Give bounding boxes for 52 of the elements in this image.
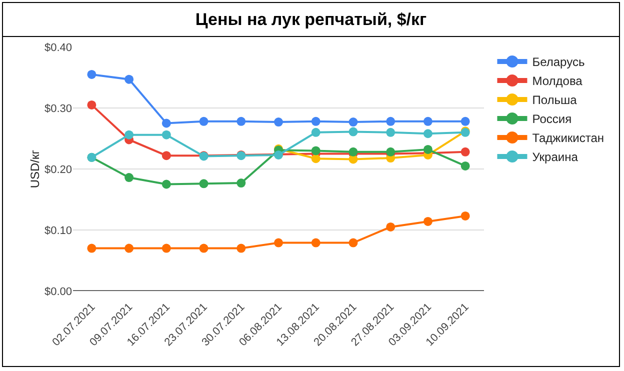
point xyxy=(236,116,246,126)
legend-label: Россия xyxy=(532,112,572,126)
point xyxy=(87,244,96,253)
point xyxy=(348,118,358,127)
point xyxy=(423,144,432,154)
legend-label: Беларусь xyxy=(532,55,585,70)
point xyxy=(311,154,320,164)
point xyxy=(124,244,134,253)
y-tick-label: $0.10 xyxy=(44,224,72,237)
y-axis-title: USD/кг xyxy=(28,149,42,188)
point xyxy=(236,244,246,253)
point xyxy=(274,118,283,127)
point xyxy=(87,100,96,110)
point xyxy=(124,130,134,140)
point xyxy=(87,70,96,79)
y-tick-label: $0.20 xyxy=(44,164,72,176)
legend-label: Украина xyxy=(532,150,578,164)
point xyxy=(423,116,432,126)
point xyxy=(423,129,432,138)
point xyxy=(311,146,320,156)
point xyxy=(124,74,134,84)
chart-title: Цены на лук репчатый, $/кг xyxy=(194,9,428,31)
point xyxy=(348,127,358,136)
legend-label: Молдова xyxy=(532,74,583,88)
point xyxy=(311,128,320,137)
point xyxy=(460,211,470,220)
y-tick-label: $0.00 xyxy=(44,286,72,298)
y-tick-label: $0.40 xyxy=(44,42,72,54)
point xyxy=(199,244,208,253)
point xyxy=(311,116,320,126)
point xyxy=(162,244,171,253)
point xyxy=(124,173,134,182)
point xyxy=(162,151,171,160)
point xyxy=(199,116,208,126)
point xyxy=(423,216,432,226)
point xyxy=(386,128,396,137)
point xyxy=(460,116,470,126)
legend-label: Польша xyxy=(532,93,578,108)
point xyxy=(162,180,171,189)
point xyxy=(274,238,283,248)
point xyxy=(199,179,208,188)
point xyxy=(348,238,358,248)
point xyxy=(460,161,470,170)
point xyxy=(162,130,171,140)
point xyxy=(236,178,246,188)
point xyxy=(386,116,396,126)
point xyxy=(386,222,396,232)
y-tick-label: $0.30 xyxy=(44,102,72,115)
point xyxy=(311,238,320,248)
legend-label: Таджикистан xyxy=(532,131,604,146)
point xyxy=(460,147,470,156)
point xyxy=(162,118,171,128)
